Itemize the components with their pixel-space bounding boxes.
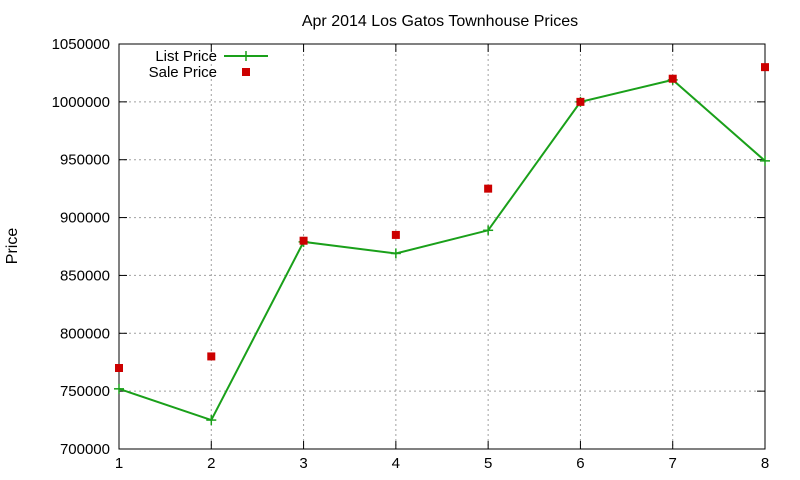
x-tick-label-6: 6 xyxy=(576,455,584,472)
y-tick-label-1000000: 1000000 xyxy=(52,94,110,111)
legend-symbol-list-price xyxy=(224,51,268,61)
x-tick-label-7: 7 xyxy=(669,455,677,472)
axes xyxy=(118,43,766,450)
x-tick-label-2: 2 xyxy=(207,455,215,472)
y-tick-label-950000: 950000 xyxy=(60,152,110,169)
y-tick-label-1050000: 1050000 xyxy=(52,36,110,53)
list-price-point-4 xyxy=(390,248,401,259)
sale-price-point-6 xyxy=(576,97,585,106)
sale-price-point-8 xyxy=(761,63,769,72)
y-tick-label-900000: 900000 xyxy=(60,210,110,227)
y-tick-label-750000: 750000 xyxy=(60,383,110,400)
chart-title: Apr 2014 Los Gatos Townhouse Prices xyxy=(302,13,578,30)
legend-label-sale-price: Sale Price xyxy=(149,64,217,81)
x-tick-label-3: 3 xyxy=(299,455,307,472)
x-tick-label-5: 5 xyxy=(484,455,492,472)
sale-price-point-2 xyxy=(207,352,216,361)
list-price-point-2 xyxy=(206,415,217,426)
legend-label-list-price: List Price xyxy=(155,48,217,65)
sale-price-point-5 xyxy=(484,184,493,193)
series-line-list-price xyxy=(118,78,766,422)
series-layer xyxy=(114,63,770,426)
y-tick-label-700000: 700000 xyxy=(60,441,110,458)
legend-marker-list-price xyxy=(241,51,251,61)
sale-price-point-7 xyxy=(668,74,677,83)
y-tick-label-800000: 800000 xyxy=(60,325,110,342)
y-tick-labels: 700000 750000 800000 850000 900000 950000 1000… xyxy=(52,36,110,458)
legend-marker-sale-price xyxy=(242,68,250,76)
sale-price-point-3 xyxy=(299,236,308,245)
sale-price-point-1 xyxy=(115,364,123,372)
y-axis-label: Price xyxy=(4,228,21,265)
legend-symbol-sale-price xyxy=(242,68,250,76)
list-price-point-8 xyxy=(760,155,770,166)
list-price-point-1 xyxy=(114,383,124,394)
legend: List Price Sale Price xyxy=(149,48,268,81)
list-price-point-5 xyxy=(483,225,494,236)
x-tick-label-4: 4 xyxy=(392,455,400,472)
y-tick-label-850000: 850000 xyxy=(60,267,110,284)
x-tick-label-8: 8 xyxy=(761,455,769,472)
plot-frame xyxy=(118,43,766,450)
sale-price-point-4 xyxy=(391,230,400,239)
x-tick-label-1: 1 xyxy=(115,455,123,472)
x-tick-labels: 1 2 3 4 5 6 7 8 xyxy=(115,455,769,472)
